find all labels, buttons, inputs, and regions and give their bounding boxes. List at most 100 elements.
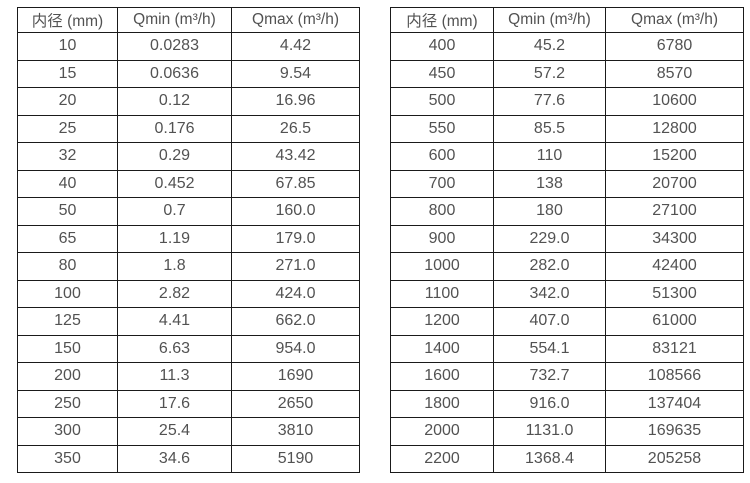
table-row: 1600 732.7 108566	[390, 362, 744, 391]
table-cell: 1131.0	[493, 417, 606, 446]
table-cell: 34.6	[117, 444, 232, 473]
table-cell: 25.4	[117, 417, 232, 446]
column-header: Qmax (m³/h)	[231, 7, 360, 33]
table-cell: 20700	[605, 169, 744, 198]
table-cell: 300	[17, 417, 118, 446]
table-row: 2200 1368.4 205258	[390, 444, 744, 473]
table-row: 1200 407.0 61000	[390, 307, 744, 336]
table-row: 10 0.0283 4.42	[17, 32, 360, 61]
column-header: 内径 (mm)	[390, 7, 494, 33]
table-cell: 271.0	[231, 252, 360, 281]
table-cell: 662.0	[231, 307, 360, 336]
table-cell: 179.0	[231, 224, 360, 253]
table-row: 20 0.12 16.96	[17, 87, 360, 116]
table-row: 300 25.4 3810	[17, 417, 360, 446]
table-cell: 1600	[390, 362, 494, 391]
table-cell: 25	[17, 114, 118, 143]
table-row: 400 45.2 6780	[390, 32, 744, 61]
table-cell: 67.85	[231, 169, 360, 198]
table-cell: 83121	[605, 334, 744, 363]
table-cell: 550	[390, 114, 494, 143]
table-row: 32 0.29 43.42	[17, 142, 360, 171]
table-cell: 5190	[231, 444, 360, 473]
column-header: Qmin (m³/h)	[493, 7, 606, 33]
header-row: 内径 (mm) Qmin (m³/h) Qmax (m³/h)	[390, 7, 744, 33]
table-cell: 10	[17, 32, 118, 61]
table-cell: 0.0636	[117, 59, 232, 88]
table-cell: 26.5	[231, 114, 360, 143]
table-cell: 1000	[390, 252, 494, 281]
table-cell: 34300	[605, 224, 744, 253]
table-cell: 700	[390, 169, 494, 198]
table-cell: 0.7	[117, 197, 232, 226]
table-cell: 0.29	[117, 142, 232, 171]
table-cell: 45.2	[493, 32, 606, 61]
column-header: Qmax (m³/h)	[605, 7, 744, 33]
table-cell: 160.0	[231, 197, 360, 226]
table-cell: 2.82	[117, 279, 232, 308]
table-cell: 954.0	[231, 334, 360, 363]
table-cell: 0.452	[117, 169, 232, 198]
table-row: 100 2.82 424.0	[17, 279, 360, 308]
table-cell: 80	[17, 252, 118, 281]
table-cell: 77.6	[493, 87, 606, 116]
table-cell: 500	[390, 87, 494, 116]
table-row: 900 229.0 34300	[390, 224, 744, 253]
table-cell: 916.0	[493, 389, 606, 418]
table-row: 250 17.6 2650	[17, 389, 360, 418]
table-row: 800 180 27100	[390, 197, 744, 226]
table-cell: 4.41	[117, 307, 232, 336]
table-cell: 17.6	[117, 389, 232, 418]
table-cell: 27100	[605, 197, 744, 226]
table-cell: 20	[17, 87, 118, 116]
table-cell: 1200	[390, 307, 494, 336]
table-cell: 15200	[605, 142, 744, 171]
table-cell: 800	[390, 197, 494, 226]
table-cell: 8570	[605, 59, 744, 88]
table-cell: 110	[493, 142, 606, 171]
table-row: 700 138 20700	[390, 169, 744, 198]
table-row: 1100 342.0 51300	[390, 279, 744, 308]
flow-rate-table-small-diameters: 内径 (mm) Qmin (m³/h) Qmax (m³/h) 10 0.0283 4.…	[17, 7, 360, 473]
table-cell: 1400	[390, 334, 494, 363]
table-cell: 11.3	[117, 362, 232, 391]
table-cell: 250	[17, 389, 118, 418]
table-row: 550 85.5 12800	[390, 114, 744, 143]
table-cell: 125	[17, 307, 118, 336]
table-row: 1000 282.0 42400	[390, 252, 744, 281]
table-row: 65 1.19 179.0	[17, 224, 360, 253]
table-cell: 51300	[605, 279, 744, 308]
table-cell: 2200	[390, 444, 494, 473]
table-cell: 100	[17, 279, 118, 308]
table-cell: 407.0	[493, 307, 606, 336]
table-cell: 0.0283	[117, 32, 232, 61]
table-cell: 205258	[605, 444, 744, 473]
table-row: 450 57.2 8570	[390, 59, 744, 88]
table-cell: 50	[17, 197, 118, 226]
table-row: 500 77.6 10600	[390, 87, 744, 116]
table-cell: 1368.4	[493, 444, 606, 473]
table-cell: 15	[17, 59, 118, 88]
table-cell: 1100	[390, 279, 494, 308]
table-cell: 1.19	[117, 224, 232, 253]
table-cell: 32	[17, 142, 118, 171]
table-cell: 61000	[605, 307, 744, 336]
table-row: 150 6.63 954.0	[17, 334, 360, 363]
table-cell: 57.2	[493, 59, 606, 88]
column-header: Qmin (m³/h)	[117, 7, 232, 33]
table-cell: 342.0	[493, 279, 606, 308]
table-row: 2000 1131.0 169635	[390, 417, 744, 446]
table-cell: 229.0	[493, 224, 606, 253]
table-cell: 1690	[231, 362, 360, 391]
table-cell: 900	[390, 224, 494, 253]
table-cell: 1.8	[117, 252, 232, 281]
table-row: 1800 916.0 137404	[390, 389, 744, 418]
table-row: 1400 554.1 83121	[390, 334, 744, 363]
table-row: 600 110 15200	[390, 142, 744, 171]
table-cell: 400	[390, 32, 494, 61]
table-cell: 9.54	[231, 59, 360, 88]
column-header: 内径 (mm)	[17, 7, 118, 33]
table-cell: 43.42	[231, 142, 360, 171]
table-cell: 16.96	[231, 87, 360, 116]
